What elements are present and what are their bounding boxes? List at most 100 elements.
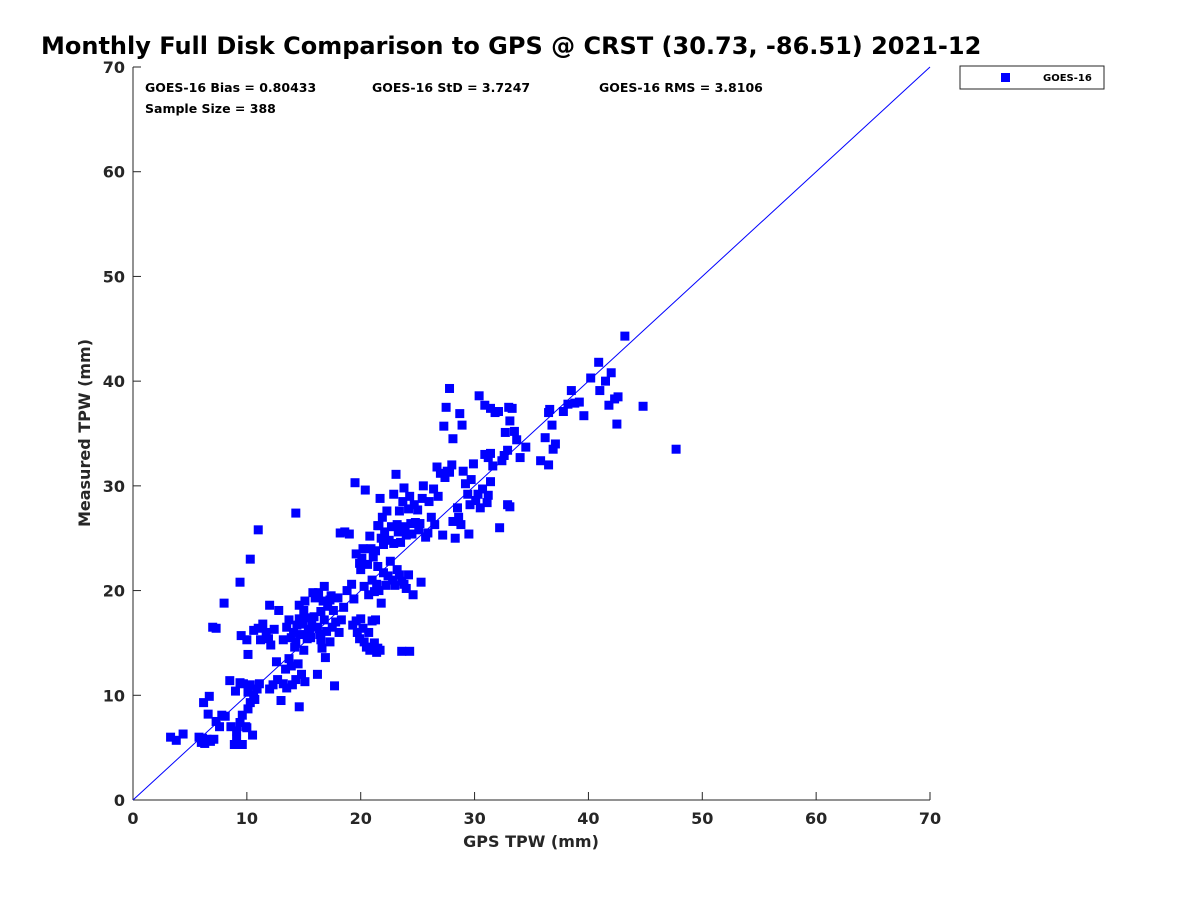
data-point	[371, 546, 381, 556]
sample-size-stat: Sample Size = 388	[145, 101, 276, 116]
data-point	[601, 376, 611, 386]
data-point	[291, 675, 301, 685]
data-point	[359, 581, 369, 591]
data-point	[286, 633, 296, 643]
data-point	[232, 734, 242, 744]
data-point	[405, 646, 415, 656]
data-point	[358, 544, 368, 554]
one-to-one-line-group	[132, 66, 931, 801]
data-point	[349, 594, 359, 604]
data-point	[394, 506, 404, 516]
data-point	[505, 502, 515, 512]
rms-stat: GOES-16 RMS = 3.8106	[599, 80, 763, 95]
data-point	[474, 391, 484, 401]
data-point	[197, 733, 207, 743]
data-point	[266, 640, 276, 650]
data-point	[261, 627, 271, 637]
y-tick-label: 60	[103, 163, 125, 182]
data-point	[606, 368, 616, 378]
data-point	[297, 669, 307, 679]
data-point	[254, 679, 264, 689]
data-point	[385, 556, 395, 566]
data-point	[243, 649, 253, 659]
data-point	[369, 638, 379, 648]
data-point	[287, 680, 297, 690]
data-point	[438, 530, 448, 540]
data-point	[455, 409, 465, 419]
data-point	[570, 398, 580, 408]
data-point	[367, 575, 377, 585]
data-point	[392, 565, 402, 575]
data-point	[372, 579, 382, 589]
data-point	[540, 433, 550, 443]
data-point	[480, 400, 490, 410]
data-point	[486, 448, 496, 458]
data-point	[199, 698, 209, 708]
legend-label: GOES-16	[1043, 73, 1092, 84]
data-point	[414, 525, 424, 535]
data-point	[215, 722, 225, 732]
chart-title: Monthly Full Disk Comparison to GPS @ CR…	[41, 32, 981, 60]
data-point	[219, 598, 229, 608]
data-points	[166, 331, 681, 750]
data-point	[298, 619, 308, 629]
data-point	[468, 459, 478, 469]
data-point	[594, 357, 604, 367]
data-point	[358, 623, 368, 633]
data-point	[430, 520, 440, 530]
data-point	[303, 627, 313, 637]
x-tick-label: 50	[691, 809, 713, 828]
data-point	[493, 407, 503, 417]
data-point	[307, 618, 317, 628]
y-tick-label: 50	[103, 267, 125, 286]
data-point	[620, 331, 630, 341]
data-point	[373, 521, 383, 531]
data-point	[274, 605, 284, 615]
data-point	[290, 642, 300, 652]
data-point	[509, 426, 519, 436]
data-point	[319, 615, 329, 625]
data-point	[209, 734, 219, 744]
data-point	[352, 627, 362, 637]
data-point	[331, 617, 341, 627]
data-point	[457, 420, 467, 430]
data-point	[389, 489, 399, 499]
data-point	[365, 645, 375, 655]
data-point	[450, 533, 460, 543]
data-point	[435, 468, 445, 478]
data-point	[386, 522, 396, 532]
data-point	[445, 467, 455, 477]
data-point	[308, 588, 318, 598]
data-point	[563, 399, 573, 409]
data-point	[364, 590, 374, 600]
data-point	[356, 614, 366, 624]
data-point	[250, 694, 260, 704]
data-point	[252, 684, 262, 694]
data-point	[604, 400, 614, 410]
data-point	[466, 475, 476, 485]
data-point	[383, 571, 393, 581]
data-point	[378, 568, 388, 578]
data-point	[355, 558, 365, 568]
data-point	[499, 450, 509, 460]
data-point	[312, 622, 322, 632]
data-point	[344, 529, 354, 539]
data-point	[613, 392, 623, 402]
data-point	[392, 520, 402, 530]
data-point	[384, 535, 394, 545]
data-point	[545, 404, 555, 414]
data-point	[291, 637, 301, 647]
data-point	[322, 626, 332, 636]
data-point	[269, 624, 279, 634]
data-point	[401, 583, 411, 593]
data-point	[595, 386, 605, 396]
data-point	[351, 616, 361, 626]
data-point	[226, 722, 236, 732]
data-point	[515, 453, 525, 463]
data-point	[401, 530, 411, 540]
data-point	[166, 732, 176, 742]
data-point	[376, 598, 386, 608]
data-point	[364, 627, 374, 637]
data-point	[416, 577, 426, 587]
